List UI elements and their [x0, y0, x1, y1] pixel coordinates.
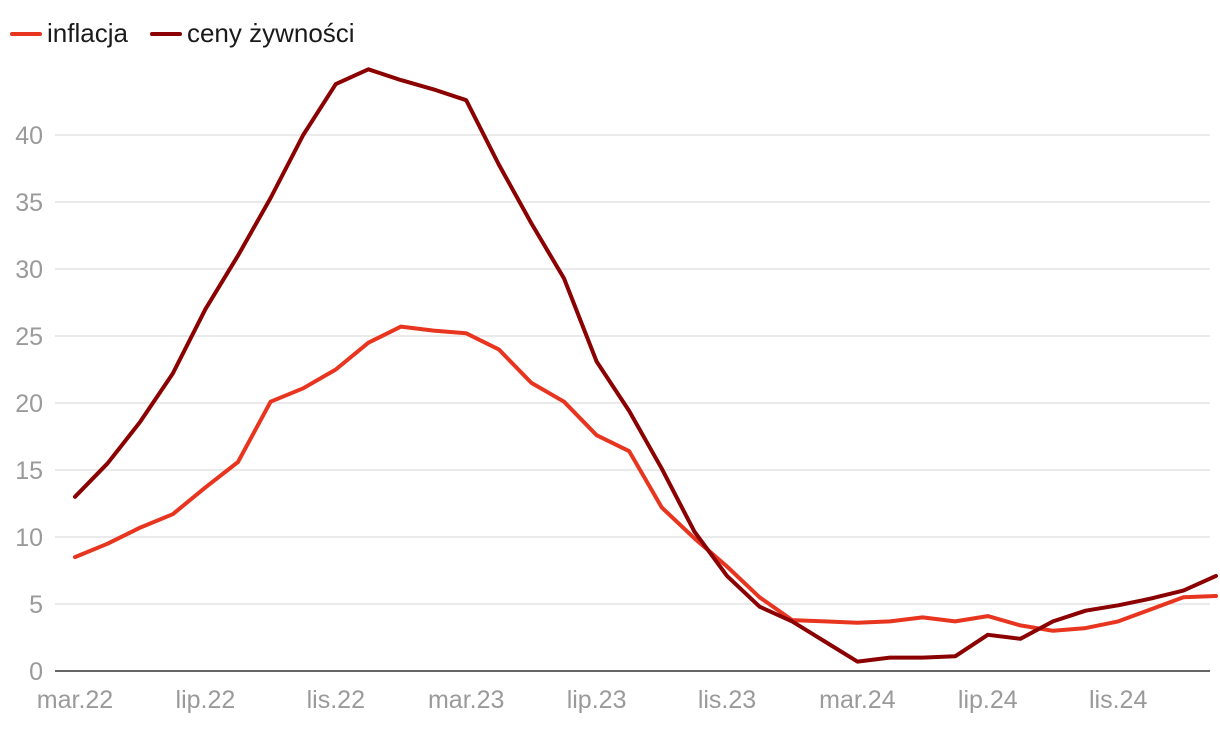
legend-item-inflacja: inflacja: [10, 18, 128, 49]
y-tick-label: 10: [15, 524, 43, 552]
legend-swatch-inflacja: [10, 31, 42, 36]
x-tick-label: mar.23: [428, 686, 504, 714]
x-tick-label: lip.24: [958, 686, 1018, 714]
x-axis-tick-labels: mar.22 lip.22 lis.22 mar.23 lip.23 lis.23 mar.…: [37, 686, 1148, 714]
x-tick-label: lip.22: [176, 686, 236, 714]
y-axis-tick-labels: 0 5 10 15 20 25 30 35 40: [15, 122, 43, 686]
x-tick-label: mar.24: [819, 686, 896, 714]
grid-lines: [55, 134, 1210, 605]
y-tick-label: 15: [15, 457, 43, 485]
y-tick-label: 20: [15, 390, 43, 418]
y-tick-label: 25: [15, 323, 43, 351]
x-tick-label: lis.24: [1089, 686, 1147, 714]
x-tick-label: lip.23: [567, 686, 627, 714]
series-line-ceny-zywnosci: [73, 67, 1218, 664]
x-tick-label: lis.23: [698, 686, 756, 714]
y-tick-label: 0: [29, 658, 43, 686]
legend-item-ceny-zywnosci: ceny żywności: [149, 18, 355, 49]
y-tick-label: 40: [15, 122, 43, 150]
x-tick-label: mar.22: [37, 686, 113, 714]
y-tick-label: 35: [15, 189, 43, 217]
legend-label-ceny-zywnosci: ceny żywności: [186, 18, 355, 48]
x-tick-label: lis.22: [307, 686, 365, 714]
series-line-inflacja: [73, 324, 1218, 633]
legend-label-inflacja: inflacja: [47, 18, 128, 48]
chart-legend: inflacja ceny żywności: [10, 18, 377, 49]
y-tick-label: 5: [29, 591, 43, 619]
y-tick-label: 30: [15, 256, 43, 284]
series-lines: [73, 67, 1218, 664]
legend-swatch-ceny-zywnosci: [149, 31, 182, 36]
